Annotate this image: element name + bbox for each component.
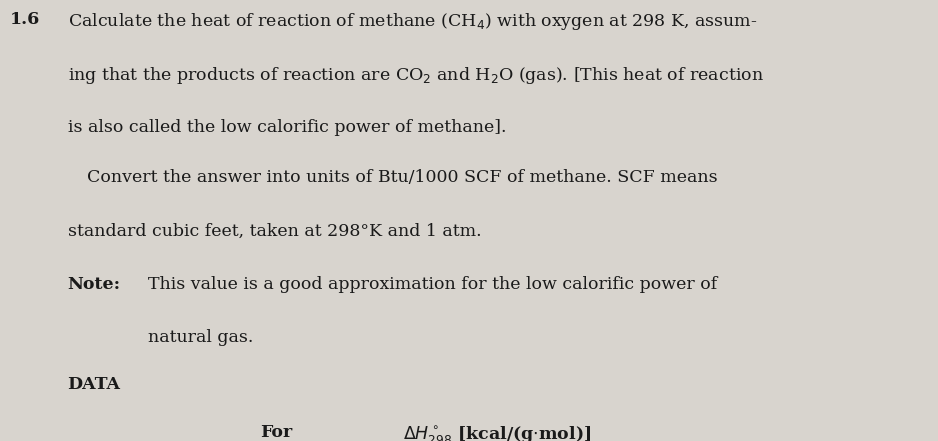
Text: 1.6: 1.6 [9, 11, 39, 28]
Text: For: For [261, 424, 293, 441]
Text: $\Delta H^\circ_{298}$ [kcal/(g$\cdot$mol)]: $\Delta H^\circ_{298}$ [kcal/(g$\cdot$mo… [403, 424, 591, 441]
Text: is also called the low calorific power of methane].: is also called the low calorific power o… [68, 119, 506, 136]
Text: Calculate the heat of reaction of methane (CH$_4$) with oxygen at 298 K, assum-: Calculate the heat of reaction of methan… [68, 11, 757, 32]
Text: natural gas.: natural gas. [148, 329, 253, 346]
Text: standard cubic feet, taken at 298°K and 1 atm.: standard cubic feet, taken at 298°K and … [68, 223, 481, 240]
Text: ing that the products of reaction are CO$_2$ and H$_2$O (gas). [This heat of rea: ing that the products of reaction are CO… [68, 65, 764, 86]
Text: DATA: DATA [68, 376, 121, 393]
Text: Note:: Note: [68, 276, 121, 293]
Text: Convert the answer into units of Btu/1000 SCF of methane. SCF means: Convert the answer into units of Btu/100… [87, 169, 718, 186]
Text: This value is a good approximation for the low calorific power of: This value is a good approximation for t… [148, 276, 718, 293]
